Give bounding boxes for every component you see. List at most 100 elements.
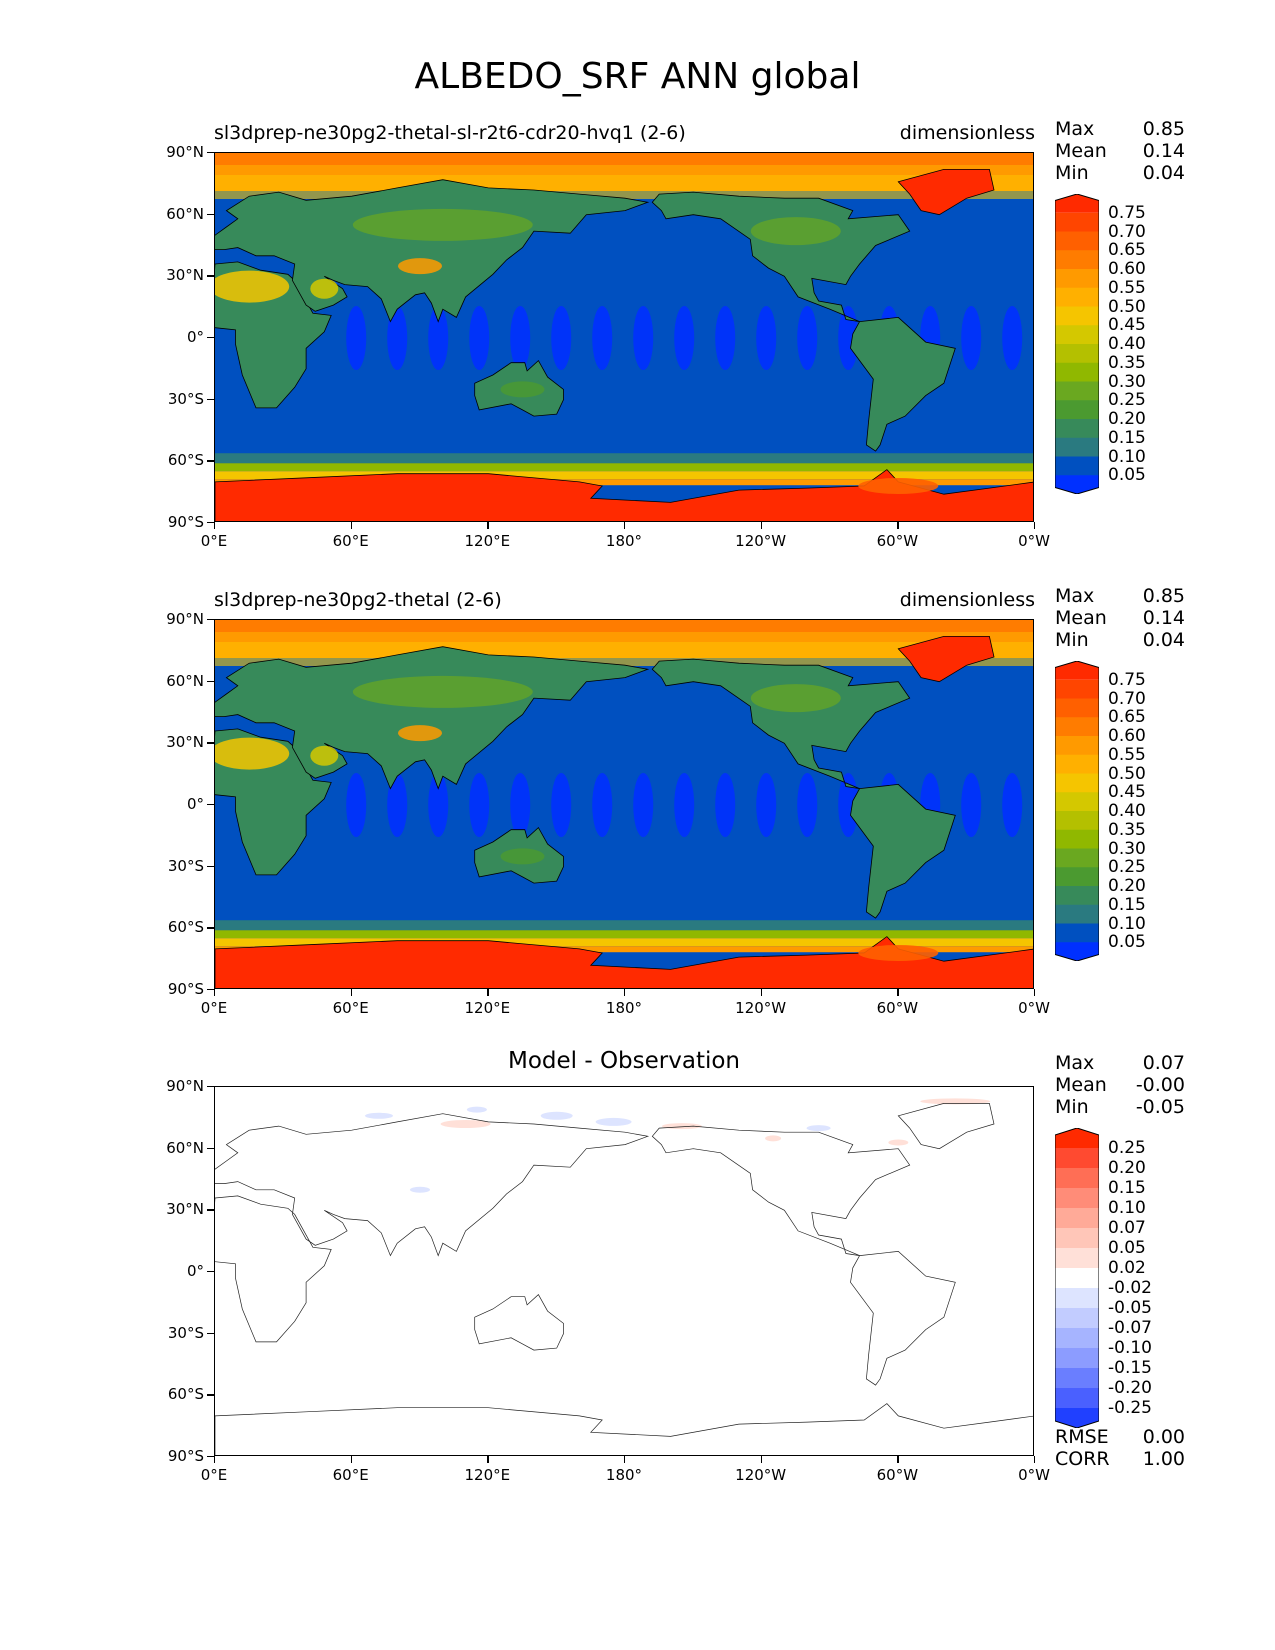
colorbar-label: 0.75 bbox=[1108, 202, 1146, 223]
y-tick-mark bbox=[207, 1332, 214, 1334]
x-tick-mark bbox=[897, 989, 899, 996]
y-tick-mark bbox=[207, 1209, 214, 1211]
colorbar-label: -0.25 bbox=[1108, 1398, 1152, 1418]
arctic-band bbox=[215, 620, 1033, 632]
x-tick-mark bbox=[214, 1456, 216, 1463]
x-tick-mark bbox=[760, 989, 762, 996]
x-tick-mark bbox=[214, 522, 216, 529]
low-albedo-band bbox=[797, 306, 818, 370]
southern-band bbox=[215, 930, 1033, 939]
colorbar-swatch bbox=[1055, 1328, 1099, 1349]
diff-anomaly bbox=[365, 1112, 393, 1119]
diff-anomaly bbox=[806, 1125, 831, 1132]
low-albedo-band bbox=[510, 306, 531, 370]
colorbar-label: 0.35 bbox=[1108, 819, 1146, 840]
colorbar-swatch bbox=[1055, 456, 1099, 476]
colorbar-swatch bbox=[1055, 923, 1099, 943]
colorbar-swatch bbox=[1055, 829, 1099, 849]
y-tick-label: 60°N bbox=[166, 1138, 204, 1157]
colorbar-swatch bbox=[1055, 344, 1099, 364]
stat-value-min: -0.05 bbox=[1135, 1096, 1185, 1118]
low-albedo-band bbox=[674, 306, 695, 370]
colorbar-label: -0.20 bbox=[1108, 1378, 1152, 1398]
x-tick-label: 60°W bbox=[876, 532, 919, 550]
stat-label-min: Min bbox=[1055, 629, 1089, 651]
y-tick-mark bbox=[207, 742, 214, 744]
y-tick-label: 90°S bbox=[167, 980, 204, 998]
colorbar-label: 0.65 bbox=[1108, 707, 1146, 728]
panel-units: dimensionless bbox=[899, 589, 1035, 611]
y-tick-label: 30°S bbox=[167, 1323, 204, 1342]
colorbar-diff bbox=[1054, 1127, 1100, 1432]
colorbar-label: 0.25 bbox=[1108, 1138, 1146, 1158]
coastline-greenland bbox=[897, 1103, 995, 1150]
land-antarctica bbox=[215, 936, 1033, 988]
y-tick-label: 0° bbox=[186, 328, 204, 346]
low-albedo-band bbox=[592, 306, 613, 370]
colorbar-label: -0.02 bbox=[1108, 1278, 1152, 1298]
colorbar-swatch bbox=[1055, 848, 1099, 868]
x-tick-label: 180° bbox=[605, 999, 643, 1017]
y-tick-mark bbox=[207, 1086, 214, 1088]
x-tick-mark bbox=[350, 989, 352, 996]
stat-label-min: Min bbox=[1055, 1096, 1089, 1118]
y-tick-mark bbox=[207, 865, 214, 867]
x-tick-label: 0°E bbox=[200, 532, 228, 550]
colorbar-swatch bbox=[1055, 792, 1099, 812]
x-tick-label: 0°W bbox=[1018, 532, 1050, 550]
colorbar-swatch bbox=[1055, 811, 1099, 831]
low-albedo-band bbox=[674, 773, 695, 837]
colorbar-swatch bbox=[1055, 661, 1099, 680]
y-tick-label: 60°N bbox=[166, 671, 204, 690]
colorbar-swatch bbox=[1055, 194, 1099, 213]
y-tick-label: 90°N bbox=[166, 143, 204, 161]
colorbar-swatch bbox=[1055, 1388, 1099, 1409]
panel-difference: Model - Observation Max 0.07 Mean -0.00 Mi… bbox=[0, 1048, 1275, 1486]
colorbar-label: 0.35 bbox=[1108, 352, 1146, 373]
colorbar-label: 0.45 bbox=[1108, 315, 1146, 336]
y-tick-mark bbox=[207, 213, 214, 215]
low-albedo-band bbox=[756, 306, 777, 370]
arabia-region bbox=[310, 745, 339, 766]
colorbar-label: -0.10 bbox=[1108, 1338, 1152, 1358]
colorbar-label: 0.05 bbox=[1108, 932, 1146, 953]
y-tick-mark bbox=[207, 275, 214, 277]
x-tick-mark bbox=[897, 522, 899, 529]
colorbar-label: 0.30 bbox=[1108, 838, 1146, 859]
colorbar-label: 0.05 bbox=[1108, 465, 1146, 486]
diff-anomaly bbox=[440, 1120, 491, 1128]
stat-label-max: Max bbox=[1055, 1052, 1095, 1074]
colorbar-swatch bbox=[1055, 1188, 1099, 1209]
x-tick-label: 120°W bbox=[735, 1466, 787, 1484]
low-albedo-band bbox=[346, 773, 367, 837]
y-tick-mark bbox=[207, 1147, 214, 1149]
colorbar-label: 0.05 bbox=[1108, 1238, 1146, 1258]
arctic-band bbox=[215, 658, 1033, 666]
colorbar-swatch bbox=[1055, 212, 1099, 232]
y-tick-label: 60°S bbox=[167, 918, 204, 937]
colorbar-label: 0.40 bbox=[1108, 334, 1146, 354]
southern-band bbox=[215, 946, 1033, 953]
southern-band bbox=[215, 479, 1033, 486]
low-albedo-band bbox=[715, 306, 736, 370]
stat-value-max: 0.07 bbox=[1142, 1052, 1185, 1074]
colorbar-swatch bbox=[1055, 437, 1099, 457]
tibet-region bbox=[398, 258, 442, 275]
colorbar-swatch bbox=[1055, 1408, 1099, 1428]
land-namerica bbox=[651, 658, 911, 789]
x-tick-label: 120°E bbox=[464, 532, 511, 550]
map-area bbox=[214, 152, 1034, 522]
colorbar-label: -0.05 bbox=[1108, 1298, 1152, 1318]
stat-label-max: Max bbox=[1055, 118, 1095, 140]
stat-value-corr: 1.00 bbox=[1142, 1448, 1185, 1470]
colorbar-label: 0.25 bbox=[1108, 390, 1146, 411]
low-albedo-band bbox=[797, 773, 818, 837]
colorbar-svg bbox=[1054, 660, 1100, 962]
y-tick-label: 90°S bbox=[167, 513, 204, 531]
y-tick-label: 60°S bbox=[167, 451, 204, 470]
colorbar-label: 0.50 bbox=[1108, 296, 1146, 317]
colorbar-label: 0.45 bbox=[1108, 782, 1146, 803]
x-tick-mark bbox=[487, 989, 489, 996]
low-albedo-band bbox=[469, 306, 490, 370]
colorbar-label: 0.20 bbox=[1108, 876, 1146, 896]
